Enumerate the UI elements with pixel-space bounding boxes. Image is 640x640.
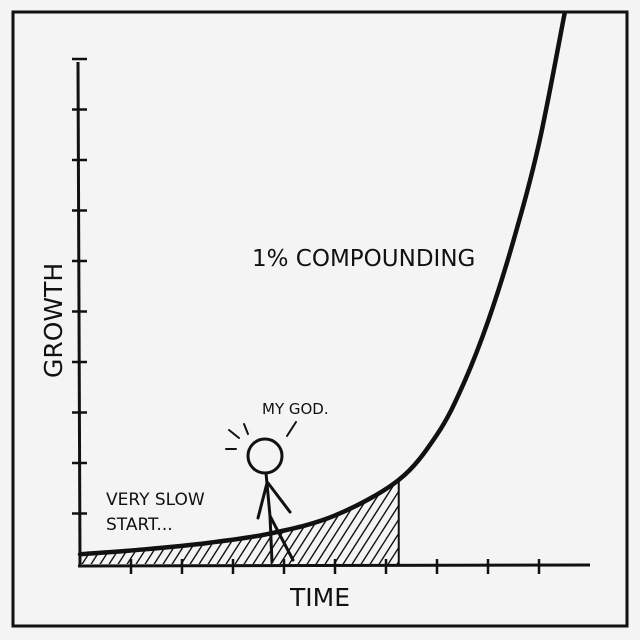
- stick-figure: [225, 421, 297, 564]
- hatch-line: [610, 444, 640, 569]
- hatch-line: [0, 444, 42, 569]
- curve-label: 1% COMPOUNDING: [252, 246, 475, 272]
- y-ticks: [72, 57, 87, 515]
- hatch-line: [484, 444, 564, 569]
- surprise-marks: [225, 423, 249, 450]
- start-label-line1: VERY SLOW: [106, 490, 205, 510]
- hatch-line: [366, 479, 399, 564]
- y-axis-label: GROWTH: [39, 263, 68, 378]
- x-axis-label: TIME: [289, 583, 350, 612]
- hatch-line: [502, 444, 582, 569]
- hatch-line: [565, 444, 640, 569]
- hatch-line: [529, 444, 609, 569]
- hatch-line: [601, 444, 640, 569]
- compounding-curve: [77, 11, 567, 557]
- hatch-line: [457, 444, 537, 569]
- hatch-line: [448, 444, 528, 569]
- stick-figure-head: [246, 437, 284, 475]
- speech-tail: [286, 421, 297, 437]
- hatch-line: [375, 479, 399, 564]
- stick-figure-arms: [256, 481, 292, 520]
- hatch-line: [0, 444, 51, 569]
- panel-border: [11, 10, 629, 628]
- hatch-line: [574, 444, 640, 569]
- hatch-line: [0, 444, 6, 569]
- hatch-line: [475, 444, 555, 569]
- hatch-line: [348, 479, 399, 564]
- hatch-line: [538, 444, 618, 569]
- hatch-line: [583, 444, 640, 569]
- hatch-line: [511, 444, 591, 569]
- hatch-line: [330, 479, 399, 564]
- hatch-line: [547, 444, 627, 569]
- hatch-line: [466, 444, 546, 569]
- hatch-line: [520, 444, 600, 569]
- hatch-line: [0, 444, 69, 569]
- hatch-line: [619, 444, 640, 569]
- hatch-line: [412, 444, 492, 569]
- hatch-line: [80, 479, 106, 564]
- hatch-line: [439, 444, 519, 569]
- hatch-line: [556, 444, 636, 569]
- hatch-line: [384, 479, 399, 564]
- speech-text: MY GOD.: [262, 400, 329, 418]
- hatch-line: [421, 444, 501, 569]
- shaded-area: [0, 444, 640, 569]
- hatch-line: [294, 479, 376, 564]
- hatch-line: [393, 479, 399, 564]
- start-label-line2: START...: [106, 515, 173, 535]
- hatch-line: [0, 444, 60, 569]
- hatch-line: [0, 444, 33, 569]
- hatch-line: [303, 479, 385, 564]
- hatch-line: [493, 444, 573, 569]
- stick-figure-body: [264, 471, 272, 518]
- hatch-line: [628, 444, 640, 569]
- stick-figure-legs: [268, 514, 295, 564]
- y-axis: [76, 61, 82, 567]
- hatch-line: [592, 444, 640, 569]
- hatch-line: [339, 479, 399, 564]
- hatch-line: [321, 479, 399, 564]
- hatch-line: [430, 444, 510, 569]
